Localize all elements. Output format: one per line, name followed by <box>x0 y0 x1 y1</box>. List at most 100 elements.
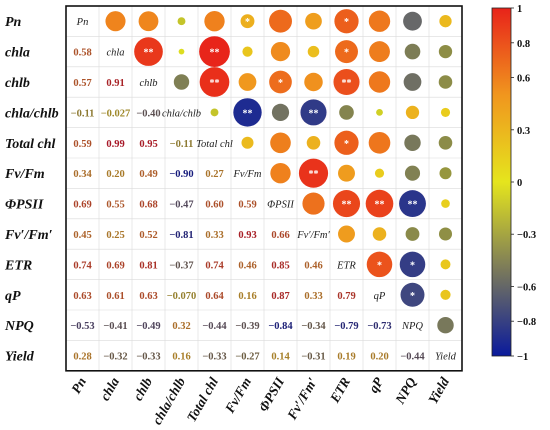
correlation-value: 0.59 <box>73 139 91 150</box>
correlation-value: 0.20 <box>370 352 388 363</box>
significance-mark: * <box>410 260 415 271</box>
correlation-value: 0.57 <box>73 78 91 89</box>
correlation-circle <box>305 12 322 30</box>
correlation-circle <box>404 134 421 152</box>
correlation-value: 0.60 <box>205 200 223 211</box>
correlation-circle <box>302 192 325 215</box>
correlation-value: 0.99 <box>106 139 124 150</box>
correlation-circle <box>369 41 390 63</box>
plot-frame <box>65 5 463 372</box>
significance-mark: ** <box>309 169 319 180</box>
correlation-value: −0.27 <box>235 352 259 363</box>
correlation-value: 0.34 <box>73 169 92 180</box>
significance-mark: * <box>410 291 415 302</box>
correlation-circle <box>134 37 163 66</box>
correlation-circle <box>368 10 391 32</box>
correlation-value: 0.69 <box>106 260 124 271</box>
correlation-value: 0.79 <box>337 291 355 302</box>
correlation-circle <box>438 136 453 150</box>
column-label: chlb <box>130 375 155 404</box>
correlation-circle <box>233 98 262 127</box>
column-label: chla <box>97 375 122 404</box>
correlation-circle <box>269 9 292 33</box>
diagonal-label: Yield <box>435 352 457 363</box>
correlation-circle <box>298 158 329 188</box>
correlation-circle <box>105 11 126 32</box>
column-label: ETR <box>326 375 353 406</box>
correlation-circle <box>338 225 355 243</box>
diagonal-label: Fv/Fm <box>233 169 262 180</box>
correlation-circle <box>199 67 230 97</box>
significance-mark: ** <box>144 48 154 59</box>
row-label: chlb <box>5 76 30 91</box>
diagonal-label: qP <box>374 291 386 302</box>
correlation-circle <box>439 15 452 28</box>
correlation-circle <box>335 40 358 64</box>
colorbar-tick-label: −0.3 <box>517 230 536 241</box>
correlation-circle <box>440 107 451 117</box>
column-label: qP <box>366 374 387 395</box>
diagonal-label: chla <box>106 48 124 59</box>
correlation-circle <box>270 41 291 62</box>
correlation-value: −0.39 <box>235 321 259 332</box>
column-label: Fv′/Fm′ <box>284 375 321 423</box>
diagonal-label: chlb <box>139 78 157 89</box>
significance-mark: ** <box>408 200 418 211</box>
significance-mark: ** <box>342 78 352 89</box>
correlation-value: −0.73 <box>367 321 391 332</box>
row-label: Fv/Fm <box>4 167 45 182</box>
correlation-value: 0.16 <box>172 352 190 363</box>
correlation-value: −0.34 <box>301 321 326 332</box>
diagonal-label: Total chl <box>196 139 233 150</box>
correlation-value: 0.55 <box>106 200 124 211</box>
column-label: NPQ <box>392 375 419 408</box>
correlation-circle <box>199 36 230 67</box>
correlation-circle <box>210 108 219 117</box>
correlation-value: 0.87 <box>271 291 289 302</box>
correlation-value: 0.52 <box>139 230 157 241</box>
correlation-value: 0.93 <box>238 230 256 241</box>
correlation-value: −0.11 <box>170 139 194 150</box>
significance-mark: * <box>377 260 382 271</box>
correlation-value: 0.85 <box>271 260 289 271</box>
correlation-circle <box>437 316 454 334</box>
correlation-circle <box>440 289 451 300</box>
significance-mark: * <box>245 17 250 28</box>
significance-mark: * <box>278 78 283 89</box>
correlation-circle <box>438 227 453 241</box>
correlation-value: 0.58 <box>73 48 91 59</box>
colorbar-tick-label: 0.3 <box>517 126 530 137</box>
correlation-circle <box>403 11 422 31</box>
correlation-circle <box>404 165 421 181</box>
correlation-value: 0.59 <box>238 200 256 211</box>
column-label: chla/chlb <box>149 375 188 425</box>
row-label: NPQ <box>4 319 34 334</box>
correlation-value: −0.44 <box>400 352 425 363</box>
colorbar-tick-label: −1 <box>517 352 528 363</box>
correlation-value: 0.46 <box>304 260 322 271</box>
significance-mark: * <box>344 17 349 28</box>
correlation-circle <box>405 105 420 120</box>
correlation-value: 0.20 <box>106 169 124 180</box>
correlation-value: 0.74 <box>73 260 92 271</box>
diagonal-label: NPQ <box>401 321 423 332</box>
correlation-value: −0.37 <box>169 260 193 271</box>
correlation-circle <box>333 68 360 96</box>
correlation-value: −0.49 <box>136 321 160 332</box>
colorbar-tick-label: 0 <box>517 178 522 189</box>
colorbar-tick-label: −0.6 <box>517 282 536 293</box>
correlation-circle <box>366 251 393 278</box>
correlation-value: 0.14 <box>271 352 290 363</box>
diagonal-label: Pn <box>76 17 89 28</box>
correlation-value: 0.64 <box>205 291 224 302</box>
significance-mark: ** <box>375 200 385 211</box>
correlation-circle <box>441 199 450 208</box>
correlation-value: 0.95 <box>139 139 157 150</box>
correlation-value: 0.46 <box>238 260 256 271</box>
correlation-value: −0.81 <box>169 230 193 241</box>
significance-mark: ** <box>210 78 220 89</box>
correlation-value: −0.47 <box>169 200 193 211</box>
correlation-value: 0.63 <box>73 291 91 302</box>
correlation-circle <box>177 17 186 26</box>
